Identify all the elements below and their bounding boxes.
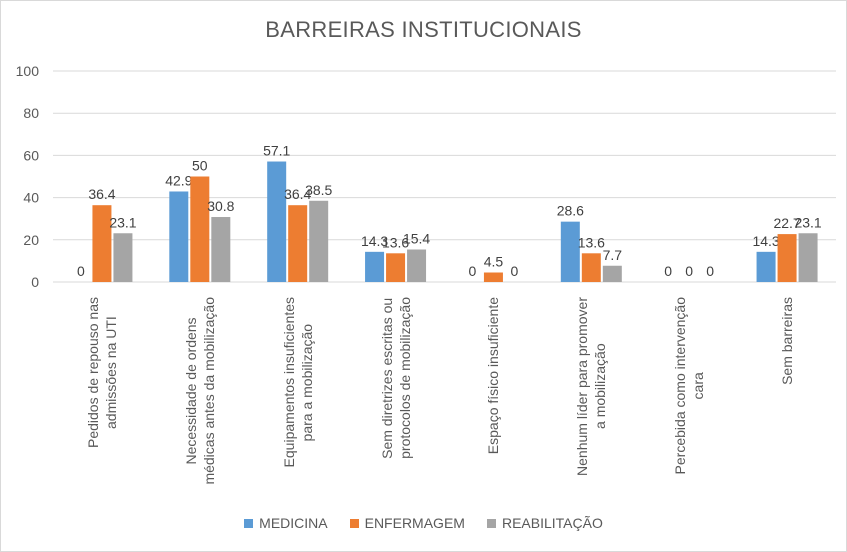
x-tick-label-line: cara [690, 372, 707, 400]
data-label: 0 [685, 263, 693, 279]
data-label: 0 [511, 263, 519, 279]
bar-enfermagem [386, 253, 406, 282]
legend-label: ENFERMAGEM [364, 515, 465, 531]
data-label: 36.4 [88, 186, 115, 202]
x-tick-label-line: Equipamentos insuficientes [280, 297, 297, 468]
legend: MEDICINA ENFERMAGEM REABILITAÇÃO [1, 515, 846, 531]
bar-enfermagem [288, 205, 308, 282]
y-tick-label: 40 [23, 190, 39, 206]
x-tick-label: Equipamentos insuficientes para a mobiliz… [280, 297, 316, 467]
bar-medicina [756, 251, 776, 282]
legend-swatch [349, 518, 359, 528]
legend-swatch [244, 518, 254, 528]
x-tick-label: Sem diretrizes escritas ou protocolos de … [378, 297, 414, 459]
bar-enfermagem [483, 272, 503, 282]
x-tick-label: Sem barreiras [778, 297, 796, 385]
y-tick-label: 20 [23, 232, 39, 248]
bar-enfermagem [581, 253, 601, 282]
data-label: 13.6 [382, 234, 409, 250]
chart-title: BARREIRAS INSTITUCIONAIS [265, 17, 582, 42]
data-label: 15.4 [403, 231, 430, 247]
y-tick-label: 80 [23, 105, 39, 121]
x-tick-label: Espaço físico insuficiente [484, 297, 502, 454]
bar-enfermagem [190, 176, 210, 282]
bar-medicina [365, 251, 385, 282]
x-tick-label-line: Sem barreiras [779, 297, 796, 385]
data-label: 14.3 [361, 233, 388, 249]
data-label: 4.5 [484, 254, 504, 270]
y-tick-label: 100 [16, 63, 40, 79]
bar-medicina [267, 161, 287, 282]
x-tick-label-line: Sem diretrizes escritas ou [378, 297, 395, 459]
legend-item: ENFERMAGEM [349, 515, 465, 531]
x-tick-label: Percebida como intervenção cara [671, 297, 707, 474]
x-tick-label-line: Nenhum líder para promover [574, 297, 591, 476]
bar-reabilitação [602, 265, 622, 282]
x-tick-label-line: Espaço físico insuficiente [485, 297, 502, 455]
x-tick-label: Necessidade de ordens médicas antes da mo… [182, 297, 218, 485]
data-label: 14.3 [752, 233, 779, 249]
data-label: 23.1 [794, 214, 821, 230]
legend-item: REABILITAÇÃO [486, 515, 603, 531]
bar-medicina [169, 191, 189, 282]
data-label: 38.5 [305, 182, 332, 198]
x-tick-label-line: Necessidade de ordens [182, 317, 199, 465]
bar-medicina [560, 221, 580, 282]
x-tick-label: Pedidos de repouso nas admissões na UTI [84, 297, 120, 448]
data-label: 0 [664, 263, 672, 279]
data-label: 42.9 [165, 172, 192, 188]
legend-label: MEDICINA [259, 515, 328, 531]
x-tick-label-line: médicas antes da mobilização [200, 297, 217, 485]
data-label: 7.7 [603, 247, 623, 263]
bar-reabilitação [309, 200, 329, 282]
y-tick-label: 60 [23, 147, 39, 163]
bar-reabilitação [113, 233, 133, 282]
data-label: 0 [706, 263, 714, 279]
x-tick-label-line: admissões na UTI [102, 316, 119, 429]
bar-enfermagem [777, 234, 797, 282]
data-label: 0 [469, 263, 477, 279]
data-label: 23.1 [109, 214, 136, 230]
y-tick-label: 0 [31, 274, 39, 290]
data-label: 22.7 [773, 215, 800, 231]
x-tick-label-line: Pedidos de repouso nas [84, 297, 101, 448]
data-label: 36.4 [284, 186, 311, 202]
x-tick-label-line: a mobilização [592, 343, 609, 430]
legend-swatch [486, 518, 496, 528]
x-tick-label-line: Percebida como intervenção [672, 297, 689, 475]
x-tick-label: Nenhum líder para promover a mobilização [573, 297, 609, 476]
x-tick-label-line: para a mobilização [298, 323, 315, 441]
data-label: 0 [77, 263, 85, 279]
bar-enfermagem [92, 205, 112, 282]
data-label: 57.1 [263, 143, 290, 159]
data-label: 13.6 [578, 234, 605, 250]
bar-reabilitação [798, 233, 818, 282]
bar-reabilitação [407, 249, 427, 282]
data-label: 28.6 [557, 203, 584, 219]
x-tick-label-line: protocolos de mobilização [396, 297, 413, 459]
bar-reabilitação [211, 217, 231, 282]
data-label: 30.8 [207, 198, 234, 214]
legend-item: MEDICINA [244, 515, 328, 531]
data-label: 50 [192, 158, 208, 174]
legend-label: REABILITAÇÃO [501, 515, 603, 531]
